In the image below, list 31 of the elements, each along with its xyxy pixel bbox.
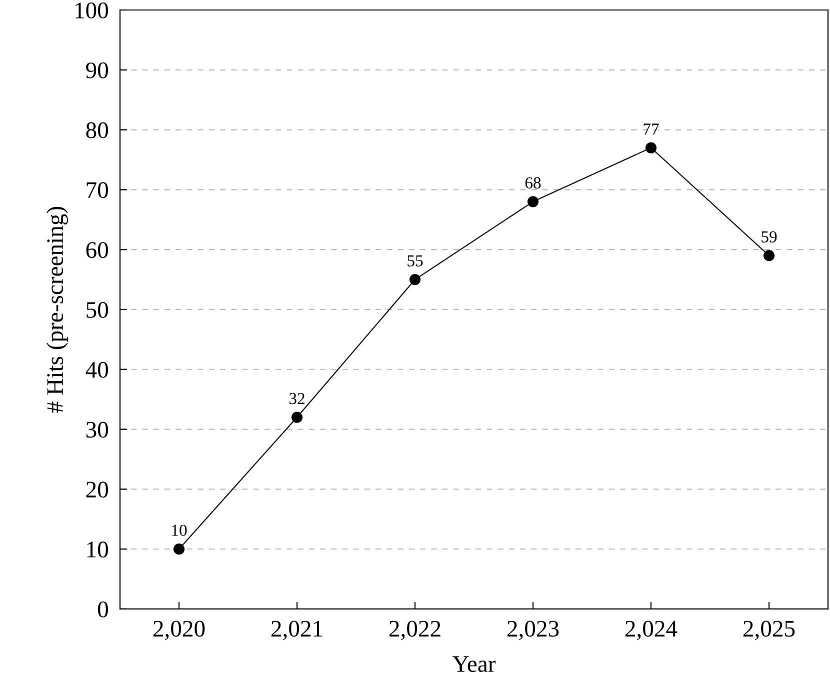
y-tick-label: 60 — [86, 242, 108, 258]
data-label: 55 — [408, 255, 423, 266]
y-tick-label: 100 — [76, 2, 108, 18]
data-label: 10 — [172, 524, 187, 536]
x-axis-title: Year — [452, 656, 496, 672]
point — [763, 250, 775, 262]
y-tick-label: 90 — [86, 62, 108, 78]
y-tick-label: 20 — [86, 482, 108, 498]
point — [173, 544, 185, 555]
data-label: 59 — [762, 231, 777, 242]
data-label: 32 — [289, 392, 304, 404]
point — [291, 412, 303, 423]
x-tick-label: 2,022 — [389, 620, 440, 640]
x-tick-label: 2,024 — [625, 620, 678, 640]
x-tick-label: 2,020 — [153, 620, 205, 640]
y-tick-label: 50 — [86, 302, 108, 318]
data-label: 77 — [644, 124, 659, 134]
x-tick-label: 2,021 — [271, 620, 322, 640]
data-label: 68 — [525, 177, 541, 189]
x-tick-label: 2,025 — [743, 620, 795, 640]
point — [645, 142, 657, 154]
point — [527, 196, 539, 208]
y-tick-label: 30 — [86, 422, 108, 438]
y-tick-label: 0 — [98, 601, 108, 618]
x-tick-label: 2,023 — [507, 620, 559, 640]
y-tick-label: 80 — [86, 122, 108, 138]
point — [409, 274, 421, 286]
y-tick-label: 10 — [87, 542, 108, 558]
y-axis-title: # Hits (pre-screening) — [46, 206, 68, 413]
y-tick-label: 40 — [86, 362, 108, 378]
y-tick-label: 70 — [86, 182, 108, 198]
